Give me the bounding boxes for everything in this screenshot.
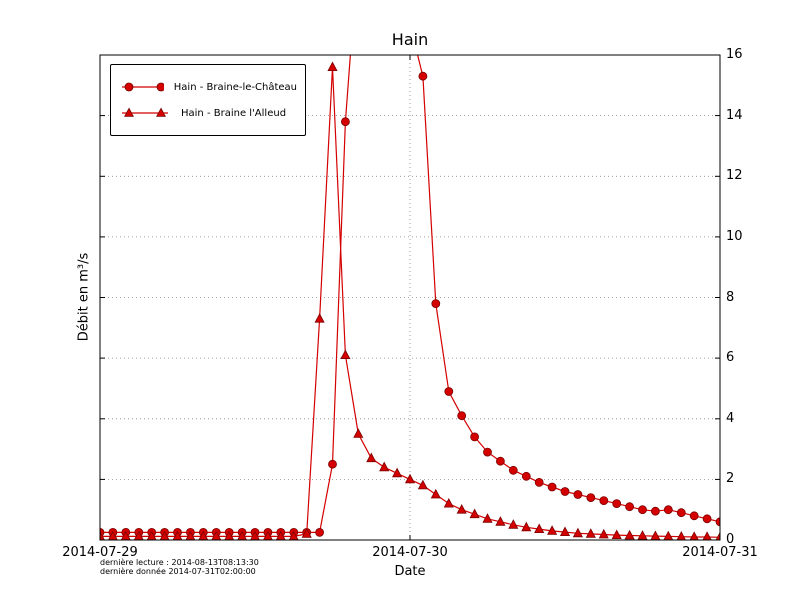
x-tick-label: 2014-07-31 bbox=[682, 545, 758, 560]
last-data-note: dernière donnée 2014-07-31T02:00:00 bbox=[100, 567, 256, 576]
y-tick-label: 0 bbox=[726, 532, 735, 547]
x-tick-label: 2014-07-29 bbox=[62, 545, 138, 560]
y-tick-label: 16 bbox=[726, 47, 743, 62]
legend-label: Hain - Braine-le-Château bbox=[173, 81, 297, 93]
legend-entry-braine-l-alleud: Hain - Braine l'Alleud bbox=[119, 100, 297, 126]
y-tick-label: 12 bbox=[726, 168, 743, 184]
legend-sample-triangle-line bbox=[122, 107, 168, 117]
y-tick-label: 8 bbox=[726, 289, 735, 305]
legend-entry-braine-le-chateau: Hain - Braine-le-Château bbox=[119, 74, 297, 100]
legend-label: Hain - Braine l'Alleud bbox=[181, 107, 287, 119]
x-tick-label: 2014-07-30 bbox=[372, 545, 448, 560]
y-tick-label: 6 bbox=[726, 350, 735, 366]
y-axis-label: Débit en m³/s bbox=[76, 252, 92, 342]
legend-box: Hain - Braine-le-Château Hain - Braine l… bbox=[110, 64, 306, 136]
y-tick-label: 4 bbox=[726, 410, 735, 426]
last-reading-note: dernière lecture : 2014-08-13T08:13:30 bbox=[100, 558, 259, 567]
y-tick-label: 14 bbox=[726, 107, 743, 123]
y-tick-label: 2 bbox=[726, 471, 735, 487]
legend-sample-circle-line bbox=[122, 82, 164, 92]
chart-title: Hain bbox=[391, 30, 429, 49]
y-tick-label: 10 bbox=[726, 228, 743, 244]
x-axis-label: Date bbox=[394, 564, 426, 579]
